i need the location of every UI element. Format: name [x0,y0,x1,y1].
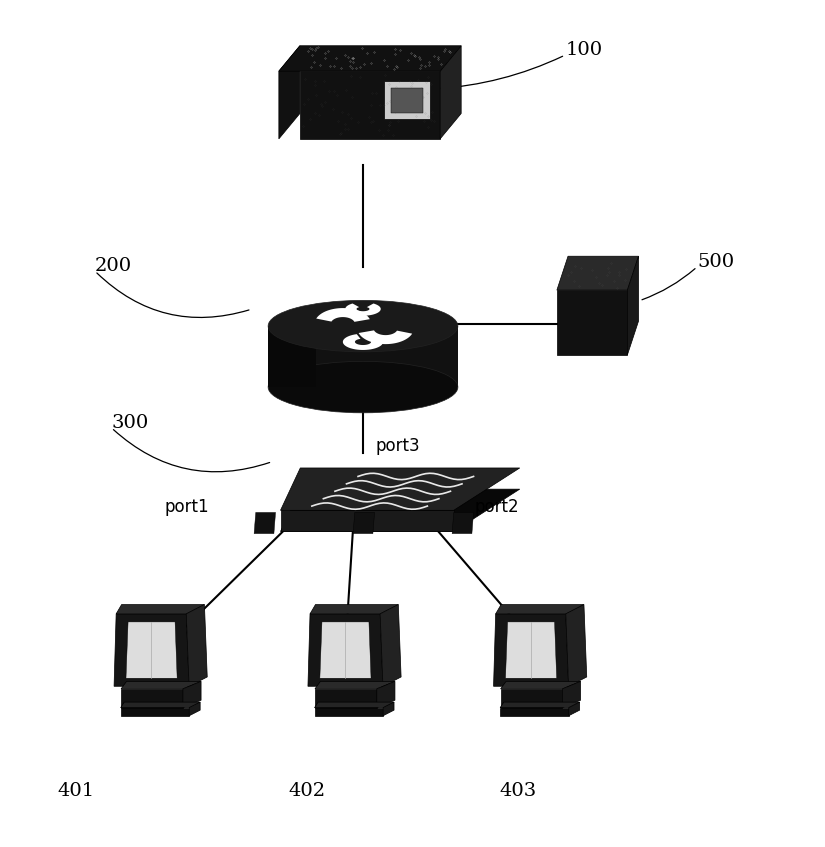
Polygon shape [563,681,581,708]
Polygon shape [126,622,177,678]
Polygon shape [493,614,568,686]
Polygon shape [268,326,458,387]
Polygon shape [314,702,394,708]
Polygon shape [345,303,381,316]
Polygon shape [121,689,183,708]
Text: port3: port3 [375,436,420,455]
Polygon shape [500,708,568,716]
Text: port2: port2 [474,498,519,517]
Text: 100: 100 [565,41,602,59]
Polygon shape [377,681,395,708]
Polygon shape [308,614,383,686]
Polygon shape [280,468,520,510]
Polygon shape [315,689,377,708]
Polygon shape [380,605,401,686]
Polygon shape [359,330,412,344]
Polygon shape [343,335,383,350]
Polygon shape [120,702,200,708]
Polygon shape [566,605,587,686]
Polygon shape [116,605,205,614]
Ellipse shape [268,362,458,412]
Text: 402: 402 [289,782,326,800]
Polygon shape [114,614,189,686]
Text: 300: 300 [111,413,148,432]
Polygon shape [280,510,454,532]
Polygon shape [496,605,584,614]
Polygon shape [314,708,383,716]
Polygon shape [353,512,375,534]
Polygon shape [279,46,300,139]
Polygon shape [254,512,276,534]
Text: port1: port1 [165,498,210,517]
Polygon shape [384,81,431,119]
Polygon shape [189,702,200,716]
Polygon shape [441,46,461,139]
Polygon shape [268,326,315,387]
Polygon shape [280,490,520,532]
Text: 401: 401 [58,782,95,800]
Polygon shape [186,605,207,686]
Polygon shape [557,256,639,290]
Polygon shape [183,681,201,708]
Polygon shape [627,256,639,355]
Polygon shape [501,689,563,708]
Text: 500: 500 [697,252,734,271]
Polygon shape [310,605,398,614]
Polygon shape [315,681,395,689]
Polygon shape [501,681,581,689]
Polygon shape [383,702,394,716]
Polygon shape [279,46,461,71]
Polygon shape [120,708,189,716]
Polygon shape [557,290,627,355]
Ellipse shape [268,301,458,352]
Polygon shape [320,622,371,678]
Text: 403: 403 [499,782,536,800]
Polygon shape [391,88,423,113]
Polygon shape [452,512,474,534]
Text: 200: 200 [95,257,132,275]
Polygon shape [121,681,201,689]
Polygon shape [506,622,557,678]
Polygon shape [568,702,580,716]
Polygon shape [500,702,580,708]
Polygon shape [316,308,370,322]
Polygon shape [300,71,441,139]
